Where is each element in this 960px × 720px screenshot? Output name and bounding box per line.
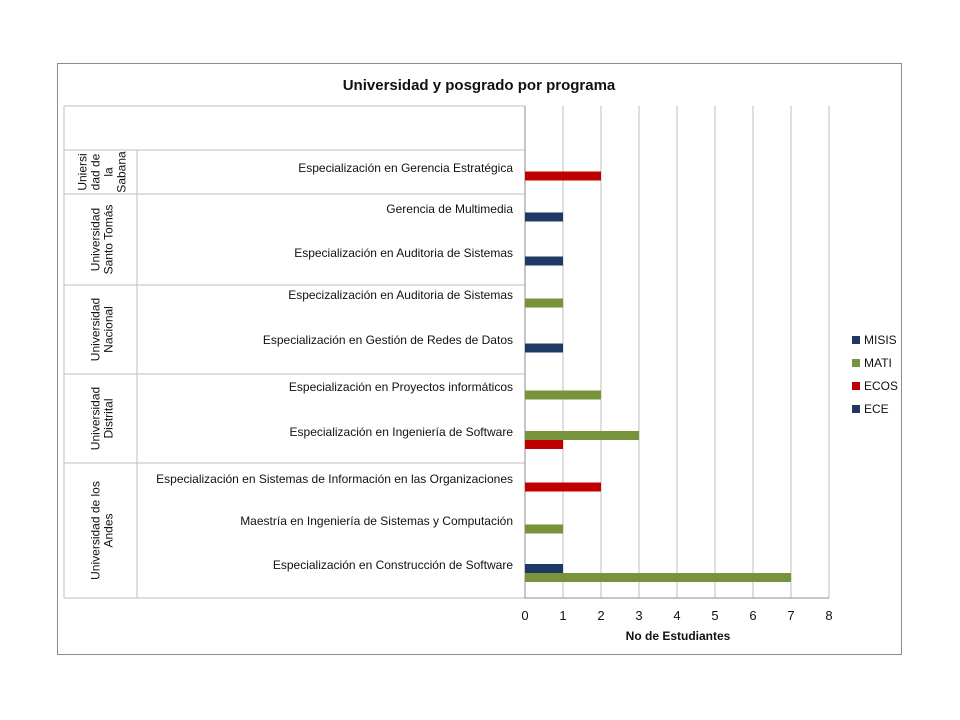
x-tick-label: 4 — [673, 608, 680, 623]
category-label: Especialización en Gestión de Redes de D… — [263, 333, 513, 347]
bar-ecos — [525, 440, 563, 449]
legend-label-ecos: ECOS — [864, 379, 898, 393]
category-label: Maestría en Ingeniería de Sistemas y Com… — [240, 514, 513, 528]
bar-ecos — [525, 482, 601, 492]
x-tick-label: 0 — [521, 608, 528, 623]
bar-misis — [525, 256, 563, 266]
chart-frame: Universidad y posgrado por programa Espe… — [57, 63, 902, 655]
bar-mati — [525, 573, 791, 582]
legend-swatch-mati — [852, 359, 860, 367]
x-tick-label: 5 — [711, 608, 718, 623]
x-tick-label: 3 — [635, 608, 642, 623]
bar-mati — [525, 524, 563, 534]
x-tick-label: 6 — [749, 608, 756, 623]
legend-swatch-ecos — [852, 382, 860, 390]
category-label: Especialización en Gerencia Estratégica — [298, 161, 513, 175]
category-label: Especialización en Sistemas de Informaci… — [156, 472, 513, 486]
bar-mati — [525, 431, 639, 440]
bar-mati — [525, 298, 563, 308]
x-tick-label: 1 — [559, 608, 566, 623]
legend-label-mati: MATI — [864, 356, 892, 370]
category-label: Especialización en Construcción de Softw… — [273, 558, 513, 572]
x-tick-label: 8 — [825, 608, 832, 623]
group-label: Universidad de losAndes — [89, 481, 116, 580]
chart-title: Universidad y posgrado por programa — [343, 77, 616, 94]
bar-chart: Universidad y posgrado por programa Espe… — [63, 77, 898, 643]
bar-ecos — [525, 171, 601, 181]
legend-swatch-ece — [852, 405, 860, 413]
group-label: UniversidadDistrital — [89, 387, 116, 450]
x-tick-label: 2 — [597, 608, 604, 623]
category-label: Gerencia de Multimedia — [386, 202, 513, 216]
legend-swatch-misis — [852, 336, 860, 344]
x-tick-label: 7 — [787, 608, 794, 623]
category-label: Especialización en Proyectos informático… — [289, 380, 513, 394]
bar-mati — [525, 390, 601, 400]
legend-label-misis: MISIS — [864, 333, 897, 347]
category-label: Especialización en Auditoria de Sistemas — [294, 246, 513, 260]
bar-misis — [525, 212, 563, 222]
bar-misis — [525, 564, 563, 573]
category-label: Especizalización en Auditoria de Sistema… — [288, 288, 513, 302]
legend-label-ece: ECE — [864, 402, 889, 416]
bar-misis — [525, 343, 563, 353]
group-label: Uniersidad delaSabana — [76, 151, 129, 193]
category-label: Especialización en Ingeniería de Softwar… — [290, 425, 514, 439]
group-label: UniversidadSanto Tomás — [89, 205, 116, 275]
x-axis-title: No de Estudiantes — [626, 629, 731, 643]
group-label: UniversidadNacional — [89, 298, 116, 361]
